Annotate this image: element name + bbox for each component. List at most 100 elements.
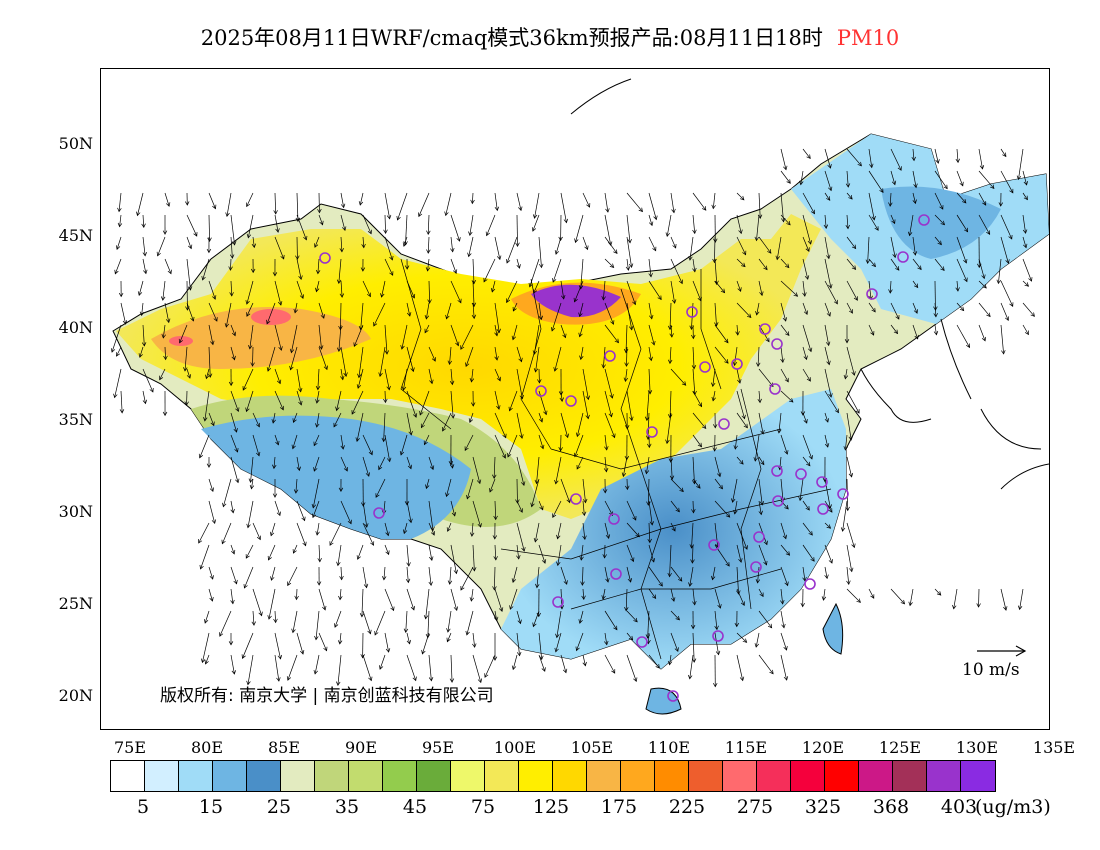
wind-arrowhead (402, 529, 408, 535)
wind-arrowhead (446, 527, 451, 532)
wind-arrow (405, 610, 408, 633)
wind-arrow (576, 632, 584, 651)
wind-arrow (712, 390, 716, 401)
wind-arrowhead (780, 600, 785, 605)
wind-arrow (780, 544, 790, 556)
wind-arrowhead (292, 549, 297, 554)
wind-arrowhead (255, 422, 261, 428)
wind-arrowhead (464, 446, 469, 452)
wind-arrowhead (389, 271, 394, 276)
wind-arrow (494, 192, 498, 211)
wind-arrowhead (874, 226, 879, 231)
wind-arrowhead (256, 535, 262, 541)
wind-arrow (758, 610, 772, 629)
wind-arrowhead (496, 255, 502, 261)
wind-arrowhead (687, 674, 693, 680)
wind-arrow (580, 544, 584, 561)
wind-arrow (824, 544, 833, 564)
wind-arrow (978, 214, 990, 235)
wind-arrow (824, 346, 830, 365)
wind-arrow (246, 192, 254, 207)
wind-arrow (406, 346, 414, 372)
legend-label: 25 (266, 796, 292, 818)
wind-arrowhead (339, 575, 344, 581)
wind-arrow (362, 654, 372, 681)
wind-arrowhead (286, 676, 292, 681)
wind-arrow (758, 544, 767, 566)
northeast-core (881, 186, 1001, 259)
wind-arrowhead (343, 466, 348, 472)
wind-arrowhead (198, 453, 203, 459)
wind-arrow (934, 588, 942, 596)
station-marker (570, 493, 582, 505)
wind-arrowhead (450, 414, 456, 419)
wind-arrowhead (511, 665, 517, 671)
wind-arrow (736, 302, 752, 318)
wind-arrow (378, 456, 386, 470)
wind-arrow (199, 434, 210, 458)
wind-arrow (846, 412, 852, 441)
wind-arrow (494, 324, 498, 336)
wind-arrowhead (739, 460, 744, 465)
wind-arrowhead (1023, 180, 1028, 186)
wind-arrowhead (267, 615, 272, 620)
wind-arrowhead (782, 534, 788, 540)
wind-arrow (516, 214, 518, 247)
wind-arrow (422, 632, 430, 655)
wind-arrow (230, 214, 235, 245)
wind-arrowhead (399, 450, 405, 456)
wind-arrow (692, 258, 696, 272)
wind-arrow (692, 346, 695, 369)
wind-arrow (469, 214, 474, 236)
wind-arrowhead (582, 498, 588, 504)
wind-arrowhead (840, 527, 846, 532)
wind-arrow (506, 280, 518, 303)
wind-arrowhead (755, 579, 761, 584)
wind-arrowhead (900, 599, 906, 605)
wind-arrowhead (853, 296, 858, 301)
wind-arrow (670, 280, 676, 304)
wind-arrowhead (493, 556, 498, 561)
station-marker (750, 561, 762, 573)
wind-arrowhead (979, 164, 985, 170)
wind-arrowhead (633, 617, 638, 623)
wind-arrowhead (138, 353, 143, 358)
wind-arrowhead (184, 201, 190, 206)
wind-arrow (604, 236, 618, 254)
wind-arrow (529, 258, 540, 287)
wind-arrowhead (356, 555, 361, 560)
wind-arrow (472, 456, 481, 484)
lon-label: 95E (421, 738, 455, 757)
wind-arrowhead (710, 382, 716, 388)
legend-swatch (417, 761, 451, 791)
wind-arrowhead (558, 236, 563, 242)
wind-arrowhead (366, 292, 371, 298)
station-marker (772, 495, 784, 507)
wind-arrow (384, 544, 390, 555)
wind-arrowhead (963, 258, 968, 264)
wind-arrowhead (697, 442, 702, 448)
wind-arrowhead (582, 535, 587, 541)
wind-arrowhead (562, 668, 568, 674)
wind-arrow (445, 192, 452, 216)
wind-arrowhead (784, 377, 789, 383)
wind-arrow (274, 610, 276, 623)
wind-arrow (247, 654, 254, 685)
wind-arrowhead (206, 248, 212, 254)
wind-arrowhead (204, 619, 209, 624)
wind-arrowhead (199, 564, 204, 570)
pm10-forecast-map (100, 68, 1050, 730)
wind-arrowhead (665, 232, 670, 237)
wind-arrow (340, 236, 343, 252)
wind-arrow (230, 412, 237, 433)
wind-arrowhead (136, 211, 141, 217)
wind-arrow (551, 302, 562, 332)
wind-arrow (689, 566, 694, 587)
wind-arrow (890, 324, 898, 334)
wind-arrowhead (981, 336, 987, 342)
wind-arrow (574, 434, 584, 457)
wind-arrow (318, 544, 321, 562)
wind-arrow (450, 654, 453, 683)
lat-label: 20N (58, 686, 93, 705)
wind-arrowhead (267, 555, 272, 561)
